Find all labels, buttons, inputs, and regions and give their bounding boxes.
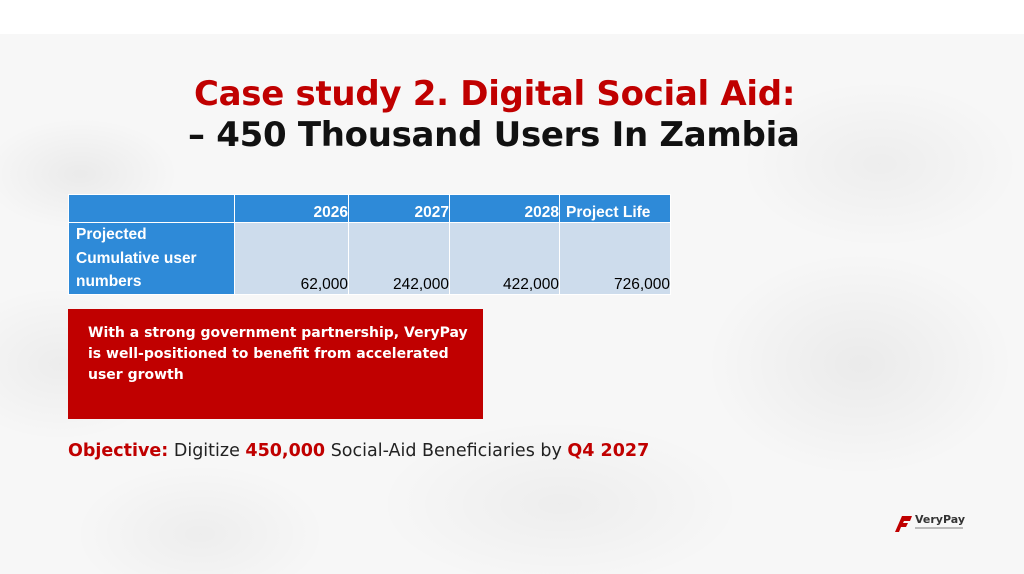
projection-table: 2026 2027 2028 Project Life Projected Cu…: [68, 194, 671, 295]
cell-2028-value: 422,000: [449, 222, 560, 295]
title-line-1: Case study 2. Digital Social Aid:: [194, 74, 796, 114]
objective-deadline: Q4 2027: [567, 441, 650, 461]
verypay-logo: VeryPay: [893, 512, 973, 536]
header-cell-2028: 2028: [449, 194, 560, 223]
header-cell-2026: 2026: [234, 194, 349, 223]
objective-label: Objective:: [68, 441, 169, 461]
callout-box: With a strong government partnership, Ve…: [68, 309, 483, 419]
objective-statement: Objective: Digitize 450,000 Social-Aid B…: [68, 441, 649, 461]
callout-text: With a strong government partnership, Ve…: [88, 325, 468, 383]
objective-text-2: Social-Aid Beneficiaries by: [325, 441, 568, 461]
table-header-row: 2026 2027 2028 Project Life: [68, 194, 671, 223]
header-cell-2027: 2027: [348, 194, 450, 223]
slide-title: Case study 2. Digital Social Aid: – 450 …: [188, 74, 888, 156]
table-row: Projected Cumulative user numbers 62,000…: [68, 222, 671, 295]
cell-project-life-value: 726,000: [559, 222, 671, 295]
logo-tagline-decoration: [915, 527, 963, 529]
header-cell-project-life: Project Life: [559, 194, 671, 223]
objective-count: 450,000: [245, 441, 326, 461]
objective-text-1: Digitize: [168, 441, 246, 461]
verypay-logo-icon: [895, 516, 912, 532]
cell-2026-value: 62,000: [234, 222, 349, 295]
row-label: Projected Cumulative user numbers: [68, 222, 235, 295]
header-cell-empty: [68, 194, 235, 223]
cell-2027-value: 242,000: [348, 222, 450, 295]
title-line-2: – 450 Thousand Users In Zambia: [188, 115, 800, 155]
background-photo: [0, 34, 1024, 574]
logo-name: VeryPay: [915, 513, 965, 526]
